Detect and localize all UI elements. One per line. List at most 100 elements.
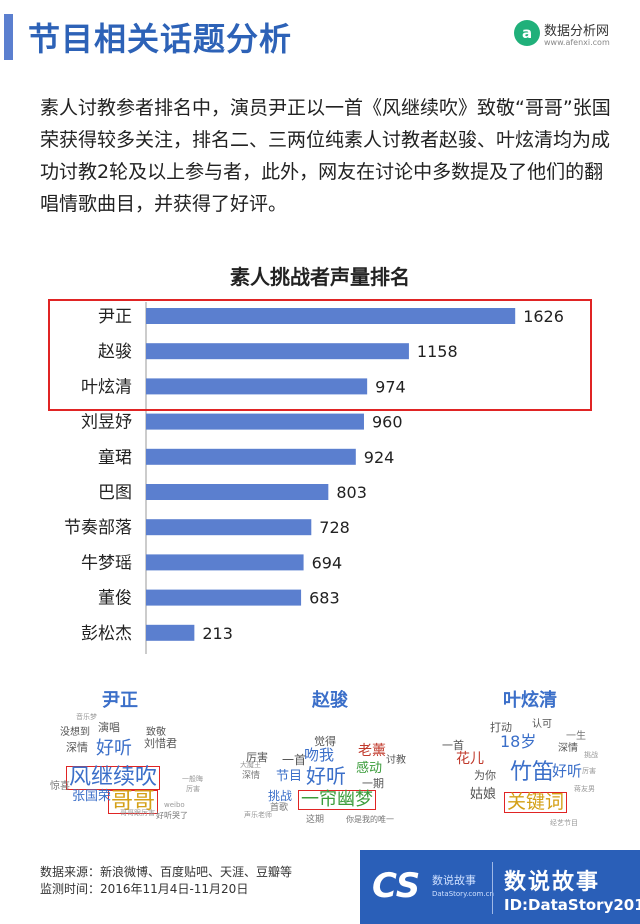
- cloud-word: 感动: [356, 761, 383, 776]
- cloud-word: 演唱: [98, 721, 120, 734]
- cloud-word: 没想到: [60, 727, 90, 738]
- cloud-word: 打动: [490, 721, 512, 734]
- word-cloud-2: 一帘幽梦 好听 吻我 老薰 感动 节目 挑战 一首 厉害 觉得 一期 讨教 深情 首歌 这期 你是我的唯一 大魔…: [238, 712, 418, 825]
- cloud-word: 好听: [96, 738, 132, 759]
- bar: [146, 378, 368, 395]
- title-accent-bar: [4, 14, 13, 60]
- logo-icon: a: [514, 20, 540, 46]
- category-label: 刘昱妤: [81, 413, 132, 433]
- cloud-word: 声乐老师: [244, 811, 272, 819]
- cloud-word: 为你: [474, 769, 496, 782]
- cloud-word: 深情: [558, 743, 578, 754]
- category-label: 巴图: [98, 483, 132, 503]
- cloud-name-3: 叶炫清: [503, 690, 557, 711]
- data-label: 1158: [417, 342, 458, 361]
- chart-title: 素人挑战者声量排名: [230, 265, 410, 289]
- cloud-word: 讨教: [386, 755, 406, 766]
- cloud-word: 一首: [442, 739, 464, 752]
- brand-divider: [492, 862, 493, 914]
- cloud-word: 厉害: [582, 767, 596, 775]
- footer-source: 数据来源：新浪微博、百度贴吧、天涯、豆瓣等 监测时间：2016年11月4日-11…: [40, 864, 292, 898]
- cloud-keyword-highlighted: 一帘幽梦: [298, 790, 376, 810]
- cs-logo-url: DataStory.com.cn: [432, 890, 494, 898]
- cloud-word: 大魔王: [240, 761, 261, 769]
- data-label: 683: [309, 589, 340, 608]
- cloud-word: 节目: [276, 769, 303, 784]
- monitor-period: 监测时间：2016年11月4日-11月20日: [40, 882, 249, 896]
- cloud-name-2: 赵骏: [312, 690, 348, 711]
- cloud-word: 张国荣: [72, 789, 112, 804]
- bar: [146, 589, 302, 606]
- cloud-keyword-highlighted: 风继续吹: [66, 766, 161, 790]
- cloud-word: 好听哭了: [156, 811, 188, 820]
- category-label: 叶炫清: [81, 377, 132, 397]
- data-label: 960: [372, 413, 403, 432]
- logo-url: www.afenxi.com: [544, 38, 610, 47]
- cloud-word: 挑战: [268, 789, 293, 803]
- cloud-word: 深情: [66, 741, 88, 754]
- cloud-word: 厉害: [246, 751, 268, 764]
- data-label: 213: [202, 624, 233, 643]
- category-label: 节奏部落: [64, 518, 132, 538]
- cloud-word: 好听: [306, 764, 346, 788]
- cloud-word: 你是我的唯一: [346, 815, 394, 824]
- cloud-word: 18岁: [500, 732, 537, 751]
- cloud-word: 音乐梦: [76, 713, 97, 721]
- cloud-word: 一首: [282, 753, 307, 767]
- cloud-word: 认可: [532, 719, 552, 730]
- data-label: 803: [336, 483, 367, 502]
- bar: [146, 308, 516, 324]
- cloud-word: 竹笛: [510, 760, 555, 785]
- brand-name: 数说故事: [504, 870, 601, 895]
- intro-paragraph: 素人讨教参者排名中，演员尹正以一首《风继续吹》致敬“哥哥”张国荣获得较多关注，排…: [40, 97, 611, 215]
- page-title: 节目相关话题分析: [28, 20, 293, 58]
- site-logo[interactable]: a 数据分析网 www.afenxi.com: [514, 18, 634, 54]
- cloud-word: weibo: [164, 801, 185, 809]
- word-cloud-1: 风继续吹 哥哥 好听 张国荣 演唱 刘惜君 深情 致敬 没想到 惊喜 好听哭了 weibo 哥哥跟厉害 厉…: [36, 712, 216, 822]
- cloud-word: 一生: [566, 731, 586, 742]
- cloud-word: 姑娘: [470, 787, 497, 802]
- word-cloud-3: 关键词 竹笛 18岁 好听 花儿 姑娘 为你 一首 打动 认可 深情 一生 厉害 挑战 蒋友男 经艺节目: [440, 712, 620, 827]
- data-source: 数据来源：新浪微博、百度贴吧、天涯、豆瓣等: [40, 865, 293, 879]
- cloud-keyword-highlighted: 哥哥: [108, 790, 159, 814]
- category-label: 赵骏: [98, 342, 132, 362]
- category-label: 董俊: [98, 589, 132, 609]
- cloud-word: 经艺节目: [550, 819, 578, 827]
- bar: [146, 448, 356, 465]
- cloud-word: 惊喜: [50, 781, 70, 792]
- data-label: 694: [312, 553, 343, 572]
- bar: [146, 624, 195, 641]
- bar: [146, 413, 364, 430]
- cloud-word: 觉得: [314, 735, 336, 748]
- cloud-word: 深情: [242, 771, 261, 781]
- cloud-word: 一般晦: [182, 775, 203, 783]
- cloud-word: 一期: [362, 777, 384, 790]
- cloud-word: 致敬: [146, 727, 166, 738]
- top3-highlight-box: [48, 299, 592, 411]
- cloud-word: 首歌: [270, 803, 289, 813]
- data-label: 728: [319, 518, 350, 537]
- bar: [146, 343, 409, 360]
- data-label: 1626: [523, 307, 564, 326]
- cloud-keyword-highlighted: 关键词: [504, 792, 568, 813]
- data-label: 924: [364, 448, 395, 467]
- cloud-word: 这期: [306, 815, 325, 825]
- cloud-word: 刘惜君: [144, 737, 177, 750]
- bar: [146, 554, 304, 571]
- cloud-name-1: 尹正: [102, 690, 138, 711]
- cs-logo-icon: CS: [372, 866, 421, 906]
- data-label: 974: [375, 377, 406, 396]
- bar: [146, 519, 312, 536]
- brand-band: [360, 850, 640, 924]
- cs-logo-text: 数说故事: [432, 874, 476, 887]
- category-label: 牛梦瑶: [81, 553, 132, 573]
- brand-id: ID:DataStory2015: [504, 896, 640, 914]
- cloud-word: 挑战: [584, 751, 598, 759]
- bar: [146, 484, 329, 500]
- cloud-word: 吻我: [304, 746, 335, 764]
- cloud-word: 好听: [552, 762, 583, 780]
- footer: 数据来源：新浪微博、百度贴吧、天涯、豆瓣等 监测时间：2016年11月4日-11…: [0, 850, 640, 924]
- cloud-word: 哥哥跟厉害: [120, 809, 155, 817]
- volume-bar-chart: 尹正 1626 赵骏 1158 叶炫清 974 刘昱妤 960 童珺 924 巴图 803 节奏部落 72…: [64, 302, 564, 654]
- category-label: 尹正: [98, 307, 132, 327]
